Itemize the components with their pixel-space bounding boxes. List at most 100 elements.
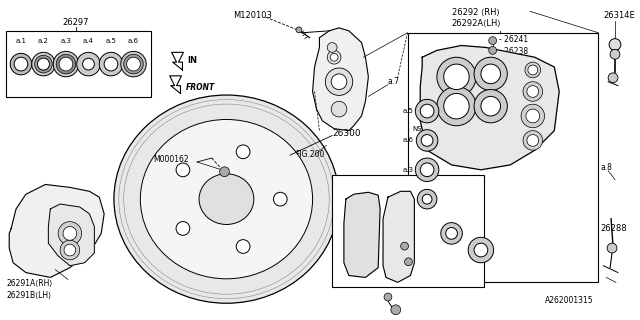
Circle shape [220, 167, 229, 177]
Text: - 26241: - 26241 [499, 35, 527, 44]
Circle shape [61, 59, 71, 69]
Circle shape [527, 134, 539, 146]
Circle shape [608, 73, 618, 83]
Ellipse shape [114, 95, 339, 303]
Circle shape [35, 55, 52, 73]
Circle shape [481, 96, 500, 116]
Circle shape [53, 52, 79, 77]
Text: a.5: a.5 [403, 108, 413, 114]
Polygon shape [9, 184, 104, 277]
Circle shape [127, 58, 140, 70]
Polygon shape [172, 52, 184, 70]
Text: 26291B⟨LH⟩: 26291B⟨LH⟩ [6, 291, 51, 300]
Text: 26300: 26300 [332, 129, 361, 138]
Text: 26232N: 26232N [393, 281, 422, 290]
Circle shape [525, 62, 541, 78]
Text: a.6: a.6 [403, 137, 413, 143]
Circle shape [474, 90, 508, 123]
Ellipse shape [199, 174, 254, 225]
Text: a.3: a.3 [60, 38, 72, 44]
Text: 26291A⟨RH⟩: 26291A⟨RH⟩ [6, 279, 52, 288]
Text: 26292 ⟨RH⟩: 26292 ⟨RH⟩ [452, 8, 499, 17]
Text: a.5: a.5 [106, 38, 116, 44]
Circle shape [176, 163, 190, 177]
Text: A262001315: A262001315 [545, 296, 593, 305]
Circle shape [481, 64, 500, 84]
Circle shape [127, 57, 140, 71]
Circle shape [521, 104, 545, 128]
Circle shape [58, 222, 82, 245]
Polygon shape [170, 76, 182, 93]
Circle shape [99, 52, 123, 76]
Circle shape [14, 57, 28, 71]
Circle shape [489, 37, 497, 44]
Circle shape [489, 46, 497, 54]
Text: a.3: a.3 [403, 167, 413, 173]
Circle shape [444, 93, 469, 119]
Text: 26232B: 26232B [420, 229, 449, 238]
Circle shape [327, 43, 337, 52]
Text: - 26238: - 26238 [499, 47, 527, 56]
Circle shape [38, 58, 49, 70]
Text: a.7: a.7 [364, 186, 374, 192]
Circle shape [63, 227, 77, 240]
Text: FIG.200: FIG.200 [295, 150, 324, 159]
Circle shape [176, 221, 190, 235]
Circle shape [523, 82, 543, 101]
Circle shape [330, 53, 338, 61]
Text: NS: NS [412, 184, 422, 190]
Polygon shape [383, 191, 414, 282]
Text: NS: NS [412, 126, 422, 132]
Circle shape [607, 243, 617, 253]
Text: 26297: 26297 [63, 18, 89, 27]
Circle shape [417, 189, 437, 209]
Circle shape [60, 240, 79, 260]
Text: 26288: 26288 [600, 224, 627, 233]
Circle shape [528, 65, 538, 75]
Circle shape [273, 192, 287, 206]
Circle shape [59, 57, 73, 71]
Circle shape [325, 68, 353, 95]
Circle shape [415, 158, 439, 181]
Circle shape [77, 52, 100, 76]
Polygon shape [344, 192, 380, 277]
Circle shape [391, 305, 401, 315]
Circle shape [417, 130, 438, 151]
Circle shape [474, 243, 488, 257]
Circle shape [10, 53, 32, 75]
Text: a.2: a.2 [456, 247, 467, 253]
Text: a.2: a.2 [38, 38, 49, 44]
Polygon shape [312, 28, 369, 131]
Circle shape [420, 104, 434, 118]
Circle shape [83, 58, 94, 70]
Text: a.8: a.8 [393, 253, 404, 259]
Text: a.1: a.1 [427, 230, 438, 236]
Circle shape [415, 99, 439, 123]
Text: a.6: a.6 [128, 38, 139, 44]
Circle shape [444, 64, 469, 90]
Text: 26296: 26296 [378, 178, 406, 187]
Bar [6, 31, 151, 97]
Circle shape [527, 86, 539, 97]
Circle shape [437, 57, 476, 96]
Bar [408, 33, 598, 282]
Circle shape [104, 57, 118, 71]
Text: a.4: a.4 [83, 38, 94, 44]
Text: a.7: a.7 [388, 77, 400, 86]
Circle shape [121, 52, 146, 77]
Ellipse shape [140, 119, 312, 279]
Circle shape [64, 244, 76, 256]
Circle shape [384, 293, 392, 301]
Circle shape [124, 54, 143, 74]
Circle shape [38, 58, 49, 70]
Polygon shape [420, 45, 559, 170]
Circle shape [610, 49, 620, 59]
Circle shape [437, 87, 476, 126]
Circle shape [441, 223, 462, 244]
Circle shape [421, 134, 433, 146]
Circle shape [32, 52, 55, 76]
Text: a.4: a.4 [403, 196, 413, 202]
Text: 26314E: 26314E [604, 11, 635, 20]
Text: FRONT: FRONT [186, 83, 214, 92]
Circle shape [420, 163, 434, 177]
